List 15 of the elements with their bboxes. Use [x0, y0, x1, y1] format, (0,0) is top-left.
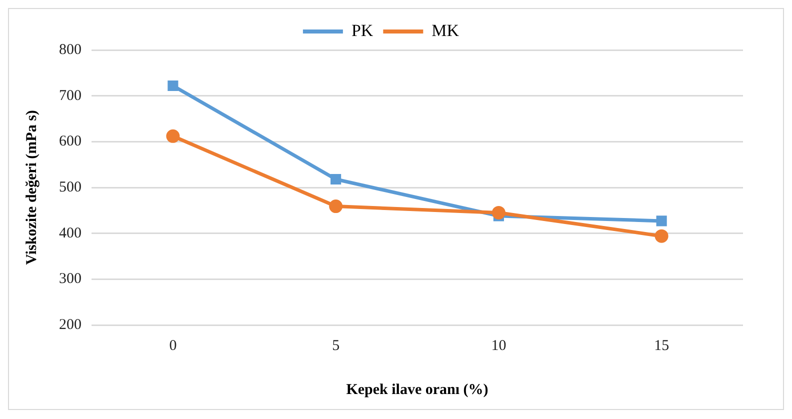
y-tick-label: 400	[59, 225, 82, 242]
y-tick-label: 200	[59, 316, 82, 333]
x-tick-label: 10	[491, 338, 506, 354]
y-tick-label: 300	[59, 271, 82, 288]
y-axis-title: Viskozite değeri (mPa s)	[24, 110, 40, 265]
y-tick-label: 600	[59, 134, 82, 150]
y-tick-label: 700	[59, 88, 82, 104]
legend-label: MK	[432, 20, 460, 40]
x-tick-label: 15	[654, 338, 670, 354]
y-tick-label: 800	[59, 42, 82, 58]
x-axis-title: Kepek ilave oranı (%)	[346, 382, 488, 398]
legend-label: PK	[351, 20, 374, 40]
x-tick-label: 5	[332, 338, 340, 354]
x-tick-label: 0	[169, 338, 177, 354]
y-tick-label: 500	[59, 179, 82, 196]
